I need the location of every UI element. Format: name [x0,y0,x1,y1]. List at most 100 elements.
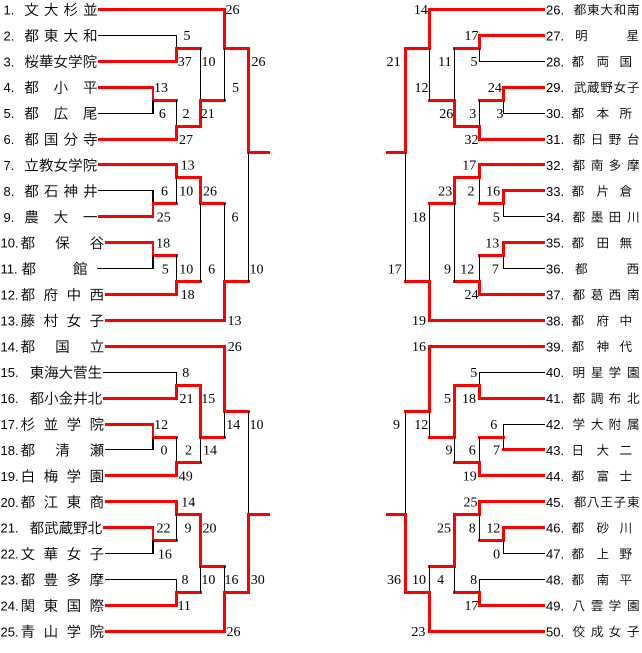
svg-text:16: 16 [486,185,500,200]
svg-text:4: 4 [437,573,444,588]
svg-text:8: 8 [470,573,477,588]
svg-text:16: 16 [158,547,172,562]
svg-text:30.: 30. [546,106,564,121]
svg-text:10: 10 [179,262,193,277]
svg-text:31.: 31. [546,132,564,147]
svg-text:25: 25 [437,521,451,536]
svg-text:6: 6 [490,418,497,433]
svg-text:10: 10 [412,573,426,588]
svg-text:8: 8 [182,366,189,381]
svg-text:38.: 38. [546,313,564,328]
svg-text:43.: 43. [546,443,564,458]
svg-text:16.: 16. [1,391,19,406]
svg-text:34.: 34. [546,210,564,225]
svg-text:26: 26 [203,185,217,200]
svg-text:14: 14 [226,418,240,433]
svg-text:28.: 28. [546,54,564,69]
svg-text:9: 9 [446,444,453,459]
svg-text:4.: 4. [4,80,15,95]
svg-text:45.: 45. [546,495,564,510]
svg-text:5: 5 [470,366,477,381]
svg-text:1.: 1. [4,3,15,18]
svg-text:22: 22 [157,521,171,536]
svg-text:7: 7 [492,262,499,277]
svg-text:44.: 44. [546,469,564,484]
svg-text:37.: 37. [546,288,564,303]
svg-text:23: 23 [438,185,452,200]
svg-text:6.: 6. [4,132,15,147]
svg-text:13: 13 [485,236,499,251]
svg-text:13: 13 [154,81,168,96]
svg-text:17: 17 [465,29,479,44]
svg-text:50.: 50. [546,624,564,639]
svg-text:17: 17 [388,262,402,277]
svg-text:36: 36 [387,573,401,588]
svg-text:14: 14 [203,444,217,459]
svg-text:5: 5 [493,211,500,226]
svg-text:22.: 22. [1,547,19,562]
svg-text:18: 18 [462,392,476,407]
svg-text:11: 11 [438,55,451,70]
svg-text:18: 18 [181,288,195,303]
svg-text:5: 5 [444,392,451,407]
svg-text:32.: 32. [546,158,564,173]
svg-text:46.: 46. [546,521,564,536]
svg-text:5: 5 [471,55,478,70]
svg-text:16: 16 [412,340,426,355]
svg-text:2: 2 [468,185,475,200]
svg-text:9.: 9. [4,210,15,225]
svg-text:25.: 25. [1,624,19,639]
svg-text:14: 14 [181,496,195,511]
svg-text:21.: 21. [1,521,19,536]
svg-text:6: 6 [232,211,239,226]
svg-text:26: 26 [227,625,241,640]
svg-text:30: 30 [251,573,265,588]
svg-text:24.: 24. [1,598,19,613]
svg-text:15.: 15. [1,365,19,380]
svg-text:18: 18 [412,211,426,226]
svg-text:18: 18 [156,236,170,251]
svg-text:36.: 36. [546,262,564,277]
svg-text:12: 12 [414,418,428,433]
svg-text:5: 5 [162,262,169,277]
svg-text:10: 10 [202,55,216,70]
svg-text:5: 5 [232,81,239,96]
svg-text:17: 17 [462,159,476,174]
svg-text:8: 8 [469,521,476,536]
svg-text:16: 16 [225,573,239,588]
svg-text:9: 9 [444,262,451,277]
svg-text:12: 12 [415,81,429,96]
svg-text:0: 0 [161,444,168,459]
svg-text:0: 0 [493,547,500,562]
svg-text:20.: 20. [1,495,19,510]
svg-text:12.: 12. [1,288,19,303]
svg-text:27.: 27. [546,28,564,43]
svg-text:3: 3 [469,107,476,122]
svg-text:12: 12 [486,521,500,536]
svg-text:42.: 42. [546,417,564,432]
svg-text:24: 24 [465,288,479,303]
svg-text:7: 7 [493,444,500,459]
svg-text:2: 2 [185,444,192,459]
svg-text:48.: 48. [546,573,564,588]
svg-text:37: 37 [178,55,192,70]
svg-text:19: 19 [412,314,426,329]
svg-text:18.: 18. [1,443,19,458]
svg-text:5.: 5. [4,106,15,121]
svg-text:15: 15 [201,392,215,407]
svg-text:19: 19 [463,470,477,485]
svg-text:17: 17 [465,599,479,614]
svg-text:49: 49 [179,470,193,485]
svg-text:35.: 35. [546,236,564,251]
svg-text:23.: 23. [1,573,19,588]
svg-text:21: 21 [201,107,215,122]
svg-text:8: 8 [182,573,189,588]
svg-text:3: 3 [496,107,503,122]
svg-text:39.: 39. [546,339,564,354]
svg-text:6: 6 [161,185,168,200]
svg-text:29.: 29. [546,80,564,95]
svg-text:10: 10 [201,573,215,588]
svg-text:6: 6 [208,262,215,277]
svg-text:6: 6 [159,107,166,122]
svg-text:11: 11 [177,599,190,614]
